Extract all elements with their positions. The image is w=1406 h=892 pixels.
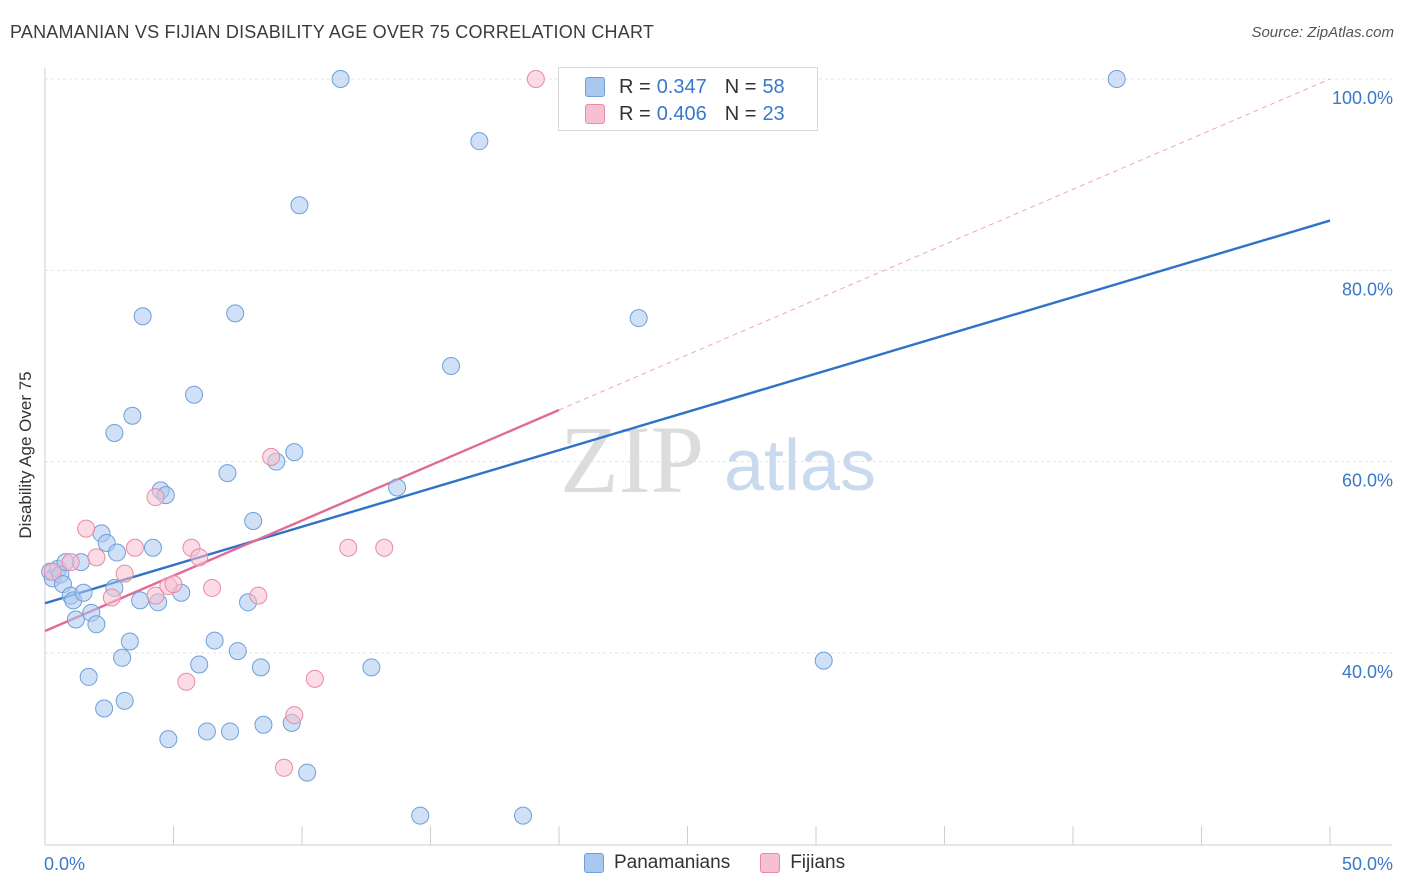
data-point (87, 615, 106, 634)
data-point (251, 658, 270, 677)
trend-line (44, 219, 1331, 605)
data-point (143, 538, 162, 557)
data-point (1107, 70, 1126, 88)
data-point (244, 511, 263, 530)
data-point (87, 548, 106, 567)
watermark: ZIP atlas (560, 406, 876, 513)
data-point (203, 578, 222, 597)
legend-swatch-panamanians (585, 77, 605, 97)
data-point (218, 464, 237, 483)
trend-line (558, 78, 1331, 411)
data-point (115, 564, 134, 583)
legend-r-label: R = (619, 102, 651, 125)
chart-title: PANAMANIAN VS FIJIAN DISABILITY AGE OVER… (10, 22, 655, 42)
series-legend-fijians[interactable]: Fijians (760, 852, 845, 874)
data-point (526, 70, 545, 88)
legend-row-panamanians: R = 0.347 N = 58 (585, 74, 785, 100)
data-point (190, 548, 209, 567)
y-tick-label: 80.0% (1342, 279, 1393, 299)
series-label-fijians: Fijians (790, 852, 846, 873)
data-point (285, 706, 304, 725)
data-point (331, 70, 350, 88)
watermark-zip: ZIP (560, 406, 704, 513)
data-point (115, 691, 134, 710)
data-point (249, 586, 268, 605)
source-label: Source: ZipAtlas.com (1251, 24, 1394, 41)
data-point (102, 588, 121, 607)
trend-line (44, 408, 560, 633)
y-tick-label: 100.0% (1332, 88, 1393, 108)
data-point (190, 655, 209, 674)
data-point (197, 722, 216, 741)
data-point (74, 583, 93, 602)
series-legend-panamanians[interactable]: Panamanians (584, 852, 730, 874)
data-point (66, 610, 85, 629)
y-tick-label: 40.0% (1342, 662, 1393, 682)
data-point (79, 667, 98, 686)
data-point (375, 538, 394, 557)
data-point (298, 763, 317, 782)
data-point (125, 538, 144, 557)
x-tick-label: 0.0% (44, 854, 85, 874)
data-point (120, 632, 139, 651)
data-point (177, 672, 196, 691)
data-point (470, 132, 489, 151)
x-tick-label: 50.0% (1342, 854, 1393, 874)
data-point (43, 562, 62, 581)
data-point (131, 591, 150, 610)
data-point (226, 304, 245, 323)
data-point (388, 478, 407, 497)
data-point (159, 730, 178, 749)
data-point (113, 648, 132, 667)
legend-n-value: 58 (762, 75, 785, 98)
watermark-atlas: atlas (724, 426, 876, 506)
data-point (305, 669, 324, 688)
series-swatch-panamanians (584, 853, 604, 873)
data-point (95, 699, 114, 718)
data-point (514, 806, 533, 825)
data-point (362, 658, 381, 677)
data-point (442, 357, 461, 375)
data-point (205, 631, 224, 650)
data-point (275, 758, 294, 777)
series-swatch-fijians (760, 853, 781, 873)
data-point (221, 722, 240, 741)
legend-swatch-fijians (585, 104, 605, 124)
data-point (411, 806, 430, 825)
y-axis-label: Disability Age Over 75 (16, 371, 35, 539)
data-point (629, 309, 648, 328)
data-point (123, 406, 142, 425)
data-point (339, 538, 358, 557)
legend-n-value: 23 (762, 102, 785, 125)
legend-n-label: N = (724, 102, 757, 125)
data-point (77, 519, 96, 538)
data-point (61, 553, 80, 572)
data-point (105, 423, 124, 442)
data-point (133, 307, 152, 326)
legend-r-value: 0.347 (656, 75, 707, 98)
legend-r-label: R = (619, 75, 651, 98)
legend-row-fijians: R = 0.406 N = 23 (585, 101, 785, 127)
data-point (185, 385, 204, 404)
data-point (107, 543, 126, 562)
data-point (254, 715, 273, 734)
data-point (146, 586, 165, 605)
data-point (164, 575, 183, 594)
data-point (290, 196, 309, 215)
legend-r-value: 0.406 (656, 102, 707, 125)
data-point (228, 642, 247, 661)
data-point (262, 447, 281, 466)
series-label-panamanians: Panamanians (614, 852, 731, 873)
data-point (285, 443, 304, 462)
data-point (146, 488, 165, 507)
y-tick-label: 60.0% (1342, 471, 1393, 491)
legend-n-label: N = (724, 75, 757, 98)
correlation-legend: R = 0.347 N = 58 R = 0.406 N = 23 (558, 67, 818, 131)
series-legend: Panamanians Fijians (584, 852, 875, 874)
data-point (814, 651, 833, 670)
